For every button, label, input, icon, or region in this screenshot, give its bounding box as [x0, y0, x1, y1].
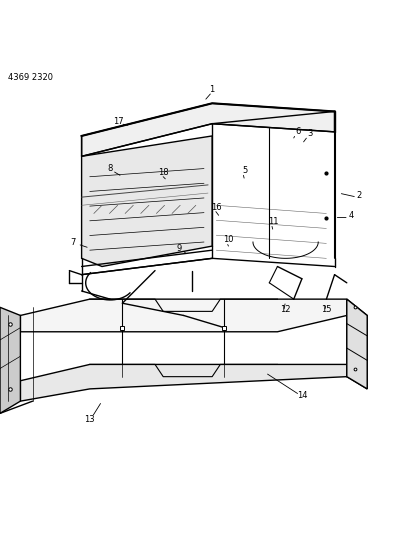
Text: 18: 18 — [158, 168, 169, 177]
Text: 14: 14 — [297, 391, 307, 400]
Text: 15: 15 — [321, 305, 332, 314]
Polygon shape — [82, 136, 212, 266]
Text: 4369 2320: 4369 2320 — [8, 72, 53, 82]
Text: 6: 6 — [295, 127, 301, 136]
Text: 3: 3 — [307, 129, 313, 138]
Text: 12: 12 — [280, 305, 291, 314]
Polygon shape — [347, 299, 367, 389]
Text: 5: 5 — [242, 166, 247, 175]
Text: 13: 13 — [84, 415, 95, 424]
Text: 10: 10 — [223, 236, 234, 245]
Text: 8: 8 — [107, 164, 113, 173]
Polygon shape — [20, 299, 347, 332]
Text: 16: 16 — [211, 203, 222, 212]
Text: 17: 17 — [113, 117, 124, 126]
Text: 7: 7 — [71, 238, 76, 247]
Text: 11: 11 — [268, 217, 279, 226]
Text: 2: 2 — [357, 191, 361, 199]
Text: 4: 4 — [348, 211, 353, 220]
Text: 1: 1 — [210, 85, 215, 93]
Polygon shape — [0, 308, 20, 414]
Text: 9: 9 — [177, 244, 182, 253]
Polygon shape — [20, 365, 347, 401]
Polygon shape — [347, 299, 367, 389]
Polygon shape — [82, 103, 335, 156]
